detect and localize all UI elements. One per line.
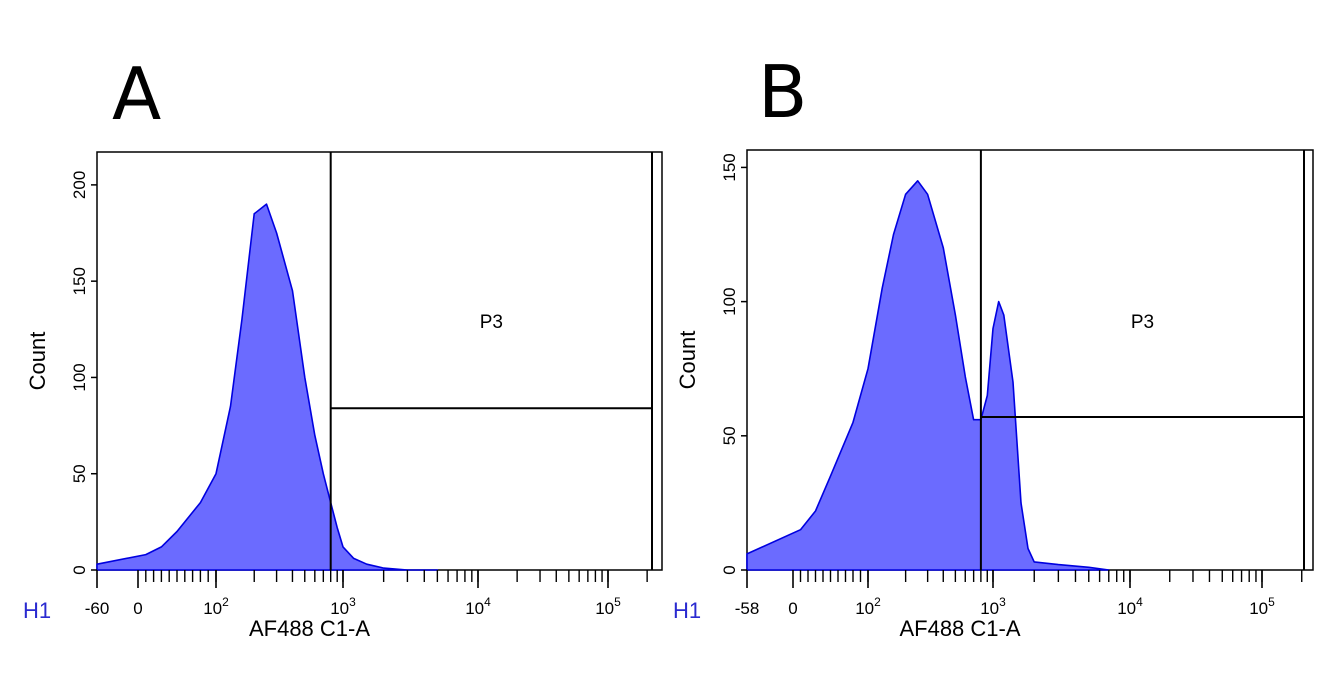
y-axis-title: Count (675, 331, 700, 390)
y-tick-label: 150 (720, 153, 739, 181)
x-tick-label: 105 (1249, 595, 1275, 618)
y-tick-label: 100 (70, 363, 89, 391)
x-tick-label: 104 (465, 595, 491, 618)
chart-panel-a: P3 0 50 100 150 200 -60 0 102 103 104 105 AF488 C1-A… (23, 151, 663, 641)
gate-label: P3 (480, 312, 503, 333)
y-tick-label: 100 (720, 287, 739, 315)
chart-panel-b: P3 0 50 100 150 -58 0 102 103 104 105 AF488 C1-A Cou… (673, 149, 1314, 641)
y-tick-label: 50 (720, 426, 739, 445)
histogram-label: H1 (673, 598, 701, 623)
x-tick-label: -58 (735, 599, 760, 618)
y-tick-label: 50 (70, 464, 89, 483)
x-tick-label: 104 (1117, 595, 1143, 618)
y-axis-title: Count (25, 332, 50, 391)
x-tick-label: 105 (595, 595, 621, 618)
x-axis-title: AF488 C1-A (899, 616, 1020, 641)
histogram-area (96, 203, 439, 571)
x-tick-label: -60 (85, 599, 110, 618)
x-tick-label: 102 (203, 595, 229, 618)
x-tick-label: 103 (330, 595, 356, 618)
plot-frame (96, 151, 663, 571)
histogram-label: H1 (23, 598, 51, 623)
histogram-area (746, 180, 1110, 571)
y-tick-label: 200 (70, 171, 89, 199)
x-tick-label: 103 (980, 595, 1006, 618)
x-tick-label: 102 (855, 595, 881, 618)
panel-letter-a: A (112, 52, 162, 136)
x-tick-label: 0 (788, 599, 797, 618)
y-tick-label: 0 (720, 565, 739, 574)
y-tick-label: 150 (70, 267, 89, 295)
y-tick-label: 0 (70, 565, 89, 574)
gate-label: P3 (1131, 312, 1154, 333)
panel-letter-b: B (758, 50, 808, 134)
x-axis-title: AF488 C1-A (249, 616, 370, 641)
x-tick-label: 0 (133, 599, 142, 618)
